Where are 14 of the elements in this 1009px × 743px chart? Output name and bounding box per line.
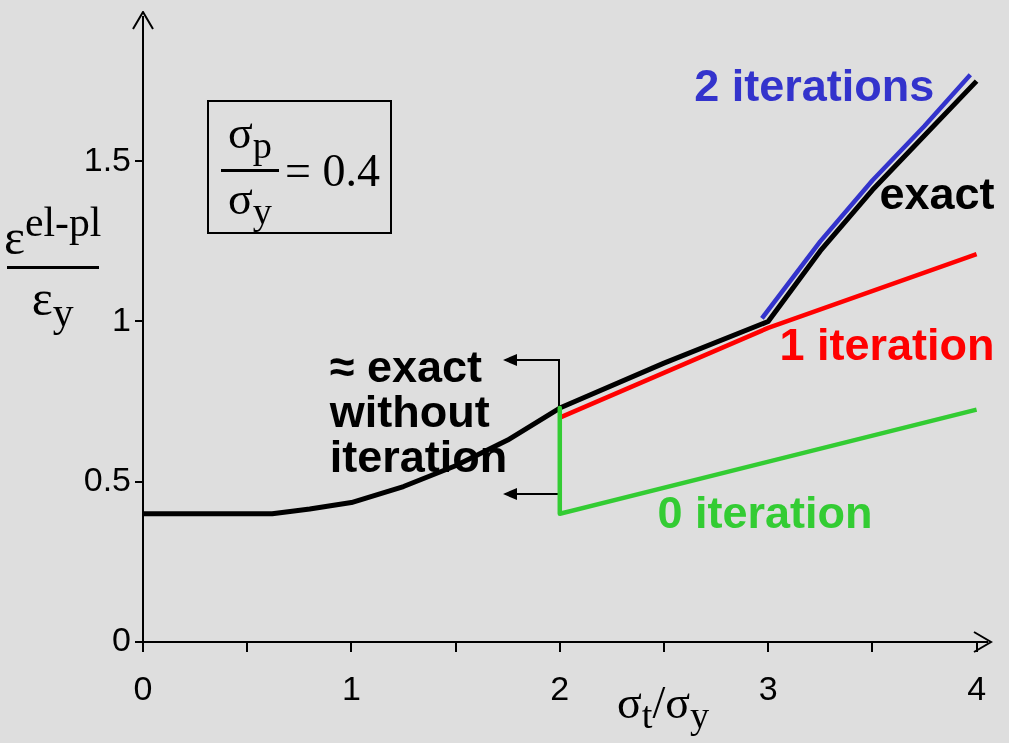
y-axis-title: ε$^{el-pl}$ ε$_{y}$ [4, 199, 102, 335]
x-tick-label: 3 [758, 668, 778, 707]
x-tick-label: 4 [967, 668, 987, 707]
series-label: 0 iteration [657, 487, 873, 539]
y-tick-label: 1.5 [83, 139, 131, 178]
y-tick-label: 0 [112, 620, 131, 659]
x-axis-title: σ$_{t}$/σ$_{y}$ [617, 677, 710, 737]
series-label: 2 iterations [694, 60, 935, 112]
y-tick-label: 1 [112, 299, 131, 338]
x-tick-label: 2 [550, 668, 570, 707]
series-label: exact [879, 167, 995, 219]
series-label: 1 iteration [779, 318, 995, 370]
x-tick-label: 1 [341, 668, 361, 707]
y-tick-label: 0.5 [83, 460, 131, 499]
